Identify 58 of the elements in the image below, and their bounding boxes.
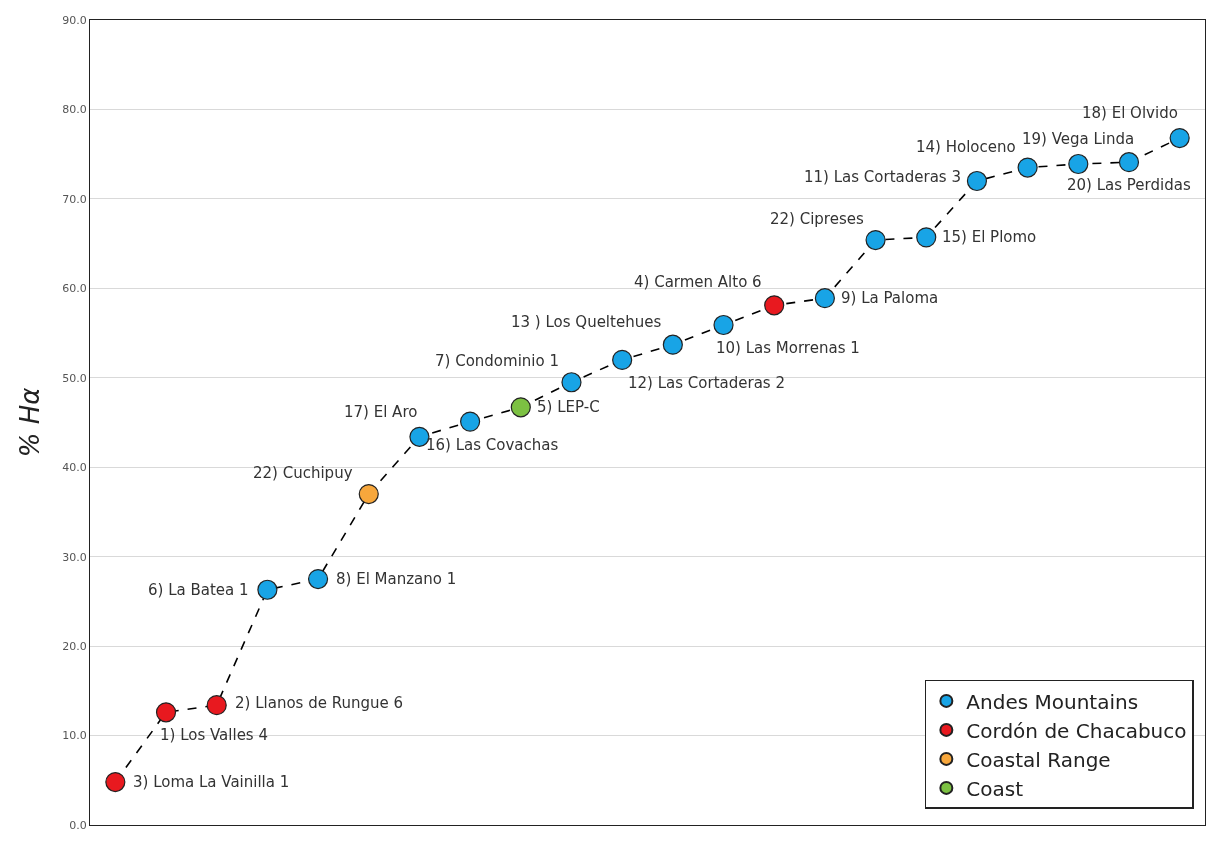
annotation: 4) Carmen Alto 6 bbox=[634, 273, 762, 291]
legend-label: Andes Mountains bbox=[966, 689, 1139, 714]
point bbox=[307, 568, 329, 590]
point bbox=[764, 295, 785, 316]
point bbox=[814, 288, 835, 309]
y-tick-label: 30.0 bbox=[62, 550, 87, 564]
annotation: 15) El Plomo bbox=[942, 228, 1037, 246]
point bbox=[612, 349, 633, 370]
legend-label: Coastal Range bbox=[966, 747, 1111, 772]
point bbox=[1118, 152, 1140, 173]
point bbox=[1017, 157, 1038, 178]
point bbox=[865, 229, 886, 251]
annotation: 3) Loma La Vainilla 1 bbox=[133, 773, 290, 791]
legend-label: Cordón de Chacabuco bbox=[966, 718, 1187, 743]
point bbox=[257, 579, 278, 600]
annotation: 1) Los Valles 4 bbox=[160, 726, 268, 744]
annotation: 9) La Paloma bbox=[841, 289, 939, 307]
legend-label: Coast bbox=[966, 776, 1024, 801]
y-tick-label: 0.0 bbox=[69, 818, 87, 832]
point bbox=[966, 170, 988, 192]
point bbox=[561, 372, 582, 393]
point bbox=[155, 702, 177, 723]
point bbox=[460, 411, 481, 432]
annotation: 8) El Manzano 1 bbox=[336, 570, 457, 588]
y-tick-label: 60.0 bbox=[62, 282, 87, 296]
point bbox=[105, 771, 126, 793]
annotation: 22) Cuchipuy bbox=[253, 464, 353, 482]
y-tick-label: 80.0 bbox=[62, 103, 87, 117]
point bbox=[916, 227, 937, 248]
annotation: 16) Las Covachas bbox=[426, 436, 559, 454]
annotation: 11) Las Cortaderas 3 bbox=[804, 168, 961, 186]
point bbox=[206, 695, 227, 716]
point bbox=[1169, 127, 1190, 149]
y-tick-label: 40.0 bbox=[62, 461, 87, 475]
annotation: 18) El Olvido bbox=[1082, 104, 1178, 122]
point bbox=[713, 314, 734, 336]
annotation: 13 ) Los Queltehues bbox=[511, 313, 662, 331]
y-tick-label: 90.0 bbox=[62, 13, 87, 27]
annotation: 12) Las Cortaderas 2 bbox=[628, 374, 785, 392]
y-axis-title: % Hα bbox=[14, 387, 45, 458]
annotation: 6) La Batea 1 bbox=[148, 581, 249, 599]
annotation: 17) El Aro bbox=[344, 403, 418, 421]
y-tick-label: 10.0 bbox=[62, 729, 87, 743]
annotation: 7) Condominio 1 bbox=[435, 352, 559, 370]
y-tick-label: 20.0 bbox=[62, 639, 87, 653]
point bbox=[510, 397, 531, 418]
annotation: 19) Vega Linda bbox=[1022, 130, 1135, 148]
annotation: 5) LEP-C bbox=[537, 398, 600, 416]
point bbox=[358, 483, 379, 505]
y-tick-label: 70.0 bbox=[62, 192, 87, 206]
annotation: 20) Las Perdidas bbox=[1067, 176, 1191, 194]
y-tick-label: 50.0 bbox=[62, 371, 87, 385]
point bbox=[662, 334, 683, 355]
annotation: 10) Las Morrenas 1 bbox=[716, 339, 860, 357]
annotation: 14) Holoceno bbox=[916, 138, 1016, 156]
point bbox=[1068, 153, 1089, 175]
annotation: 2) Llanos de Rungue 6 bbox=[235, 694, 403, 712]
annotation: 22) Cipreses bbox=[770, 210, 864, 228]
